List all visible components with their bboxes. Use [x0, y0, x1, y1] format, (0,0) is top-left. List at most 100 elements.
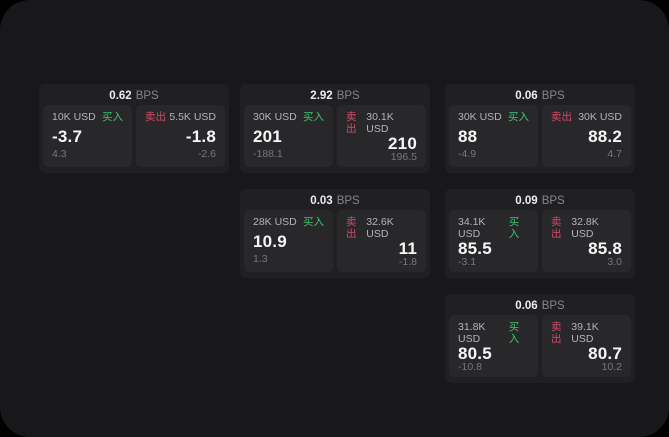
buy-quote-panel[interactable]: 10K USD 买入 -3.7 4.3	[43, 105, 132, 167]
sell-secondary-value: 4.7	[607, 148, 622, 161]
quote-card: 0.62 BPS 10K USD 买入 -3.7 4.3 卖出 5.5K USD…	[39, 84, 229, 173]
bps-unit-label: BPS	[336, 195, 360, 207]
sell-side-label: 卖出	[551, 111, 572, 123]
buy-quote-panel[interactable]: 30K USD 买入 201 -188.1	[244, 105, 333, 167]
buy-secondary-value: 4.3	[52, 148, 67, 161]
trade-size-label: 30.1K USD	[366, 111, 394, 135]
buy-quote-panel[interactable]: 28K USD 买入 10.9 1.3	[244, 210, 333, 272]
spread-value: 0.62	[109, 90, 132, 102]
buy-side-label: 买入	[508, 216, 520, 240]
buy-side-label: 买入	[102, 111, 123, 123]
buy-price-value: 201	[253, 127, 282, 146]
panel-top-row: 30K USD 买入	[458, 111, 529, 124]
spread-header: 0.03 BPS	[240, 189, 430, 210]
panel-top-row: 卖出 5.5K USD	[145, 111, 216, 124]
buy-price-value: 88	[458, 127, 478, 146]
quote-card: 0.06 BPS 30K USD 买入 88 -4.9 卖出 30K USD 8…	[445, 84, 635, 173]
trade-size-label: 28K USD	[253, 216, 297, 228]
sell-quote-panel[interactable]: 卖出 5.5K USD -1.8 -2.6	[136, 105, 225, 167]
sell-quote-panel[interactable]: 卖出 30K USD 88.2 4.7	[542, 105, 631, 167]
sell-side-label: 卖出	[346, 111, 357, 135]
spread-header: 0.06 BPS	[445, 84, 635, 105]
sell-price-value: 80.7	[588, 344, 622, 364]
sell-price-value: 210	[388, 134, 417, 154]
spread-value: 0.03	[310, 195, 333, 207]
sell-secondary-value: 10.2	[601, 361, 622, 374]
quote-panels: 30K USD 买入 201 -188.1 卖出 30.1K USD 210 1…	[240, 105, 430, 170]
buy-quote-panel[interactable]: 34.1K USD 买入 85.5 -3.1	[449, 210, 538, 272]
sell-side-label: 卖出	[551, 216, 562, 240]
spread-value: 2.92	[310, 90, 333, 102]
quote-panels: 30K USD 买入 88 -4.9 卖出 30K USD 88.2 4.7	[445, 105, 635, 170]
panel-top-row: 31.8K USD 买入	[458, 321, 529, 345]
trade-size-label: 39.1K USD	[571, 321, 599, 345]
buy-price-value: 80.5	[458, 344, 492, 364]
sell-secondary-value: 3.0	[607, 256, 622, 269]
spread-header: 2.92 BPS	[240, 84, 430, 105]
sell-quote-panel[interactable]: 卖出 39.1K USD 80.7 10.2	[542, 315, 631, 377]
sell-price-value: 85.8	[588, 239, 622, 259]
quote-card: 0.03 BPS 28K USD 买入 10.9 1.3 卖出 32.6K US…	[240, 189, 430, 278]
bps-unit-label: BPS	[336, 90, 360, 102]
sell-secondary-value: -1.8	[398, 256, 417, 269]
panel-top-row: 10K USD 买入	[52, 111, 123, 124]
sell-price-value: -1.8	[185, 127, 216, 146]
buy-side-label: 买入	[508, 321, 520, 345]
trade-size-label: 34.1K USD	[458, 216, 486, 240]
sell-secondary-value: 196.5	[390, 151, 417, 164]
buy-quote-panel[interactable]: 30K USD 买入 88 -4.9	[449, 105, 538, 167]
buy-secondary-value: -3.1	[458, 256, 477, 269]
quote-card: 0.09 BPS 34.1K USD 买入 85.5 -3.1 卖出 32.8K…	[445, 189, 635, 278]
spread-header: 0.62 BPS	[39, 84, 229, 105]
panel-top-row: 卖出 30K USD	[551, 111, 622, 124]
bps-unit-label: BPS	[541, 300, 565, 312]
buy-price-value: 10.9	[253, 232, 287, 251]
bps-unit-label: BPS	[541, 195, 565, 207]
sell-side-label: 卖出	[145, 111, 166, 123]
spread-value: 0.06	[515, 300, 538, 312]
spread-value: 0.09	[515, 195, 538, 207]
panel-top-row: 30K USD 买入	[253, 111, 324, 124]
panel-top-row: 34.1K USD 买入	[458, 216, 529, 240]
trade-size-label: 30K USD	[458, 111, 502, 123]
panel-top-row: 卖出 30.1K USD	[346, 111, 417, 135]
sell-quote-panel[interactable]: 卖出 32.6K USD 11 -1.8	[337, 210, 426, 272]
sell-side-label: 卖出	[346, 216, 357, 240]
sell-price-value: 11	[398, 239, 417, 259]
panel-top-row: 卖出 32.6K USD	[346, 216, 417, 240]
quote-panels: 34.1K USD 买入 85.5 -3.1 卖出 32.8K USD 85.8…	[445, 210, 635, 275]
buy-secondary-value: 1.3	[253, 253, 268, 266]
panel-top-row: 卖出 32.8K USD	[551, 216, 622, 240]
spread-value: 0.06	[515, 90, 538, 102]
trade-size-label: 10K USD	[52, 111, 96, 123]
buy-side-label: 买入	[508, 111, 529, 123]
quote-panels: 28K USD 买入 10.9 1.3 卖出 32.6K USD 11 -1.8	[240, 210, 430, 275]
sell-price-value: 88.2	[588, 127, 622, 146]
buy-secondary-value: -10.8	[458, 361, 482, 374]
trade-size-label: 32.6K USD	[366, 216, 394, 240]
quote-card: 0.06 BPS 31.8K USD 买入 80.5 -10.8 卖出 39.1…	[445, 294, 635, 383]
trade-size-label: 30K USD	[253, 111, 297, 123]
buy-secondary-value: -188.1	[253, 148, 283, 161]
trade-size-label: 31.8K USD	[458, 321, 486, 345]
buy-quote-panel[interactable]: 31.8K USD 买入 80.5 -10.8	[449, 315, 538, 377]
buy-side-label: 买入	[303, 216, 324, 228]
quote-panels: 10K USD 买入 -3.7 4.3 卖出 5.5K USD -1.8 -2.…	[39, 105, 229, 170]
trade-size-label: 5.5K USD	[169, 111, 216, 123]
trade-size-label: 30K USD	[578, 111, 622, 123]
sell-quote-panel[interactable]: 卖出 30.1K USD 210 196.5	[337, 105, 426, 167]
quote-card: 2.92 BPS 30K USD 买入 201 -188.1 卖出 30.1K …	[240, 84, 430, 173]
buy-price-value: -3.7	[52, 127, 83, 146]
sell-quote-panel[interactable]: 卖出 32.8K USD 85.8 3.0	[542, 210, 631, 272]
trade-size-label: 32.8K USD	[571, 216, 599, 240]
panel-top-row: 卖出 39.1K USD	[551, 321, 622, 345]
buy-secondary-value: -4.9	[458, 148, 477, 161]
spread-header: 0.06 BPS	[445, 294, 635, 315]
sell-side-label: 卖出	[551, 321, 562, 345]
quote-panels: 31.8K USD 买入 80.5 -10.8 卖出 39.1K USD 80.…	[445, 315, 635, 380]
buy-side-label: 买入	[303, 111, 324, 123]
bps-unit-label: BPS	[135, 90, 159, 102]
sell-secondary-value: -2.6	[197, 148, 216, 161]
panel-top-row: 28K USD 买入	[253, 216, 324, 229]
